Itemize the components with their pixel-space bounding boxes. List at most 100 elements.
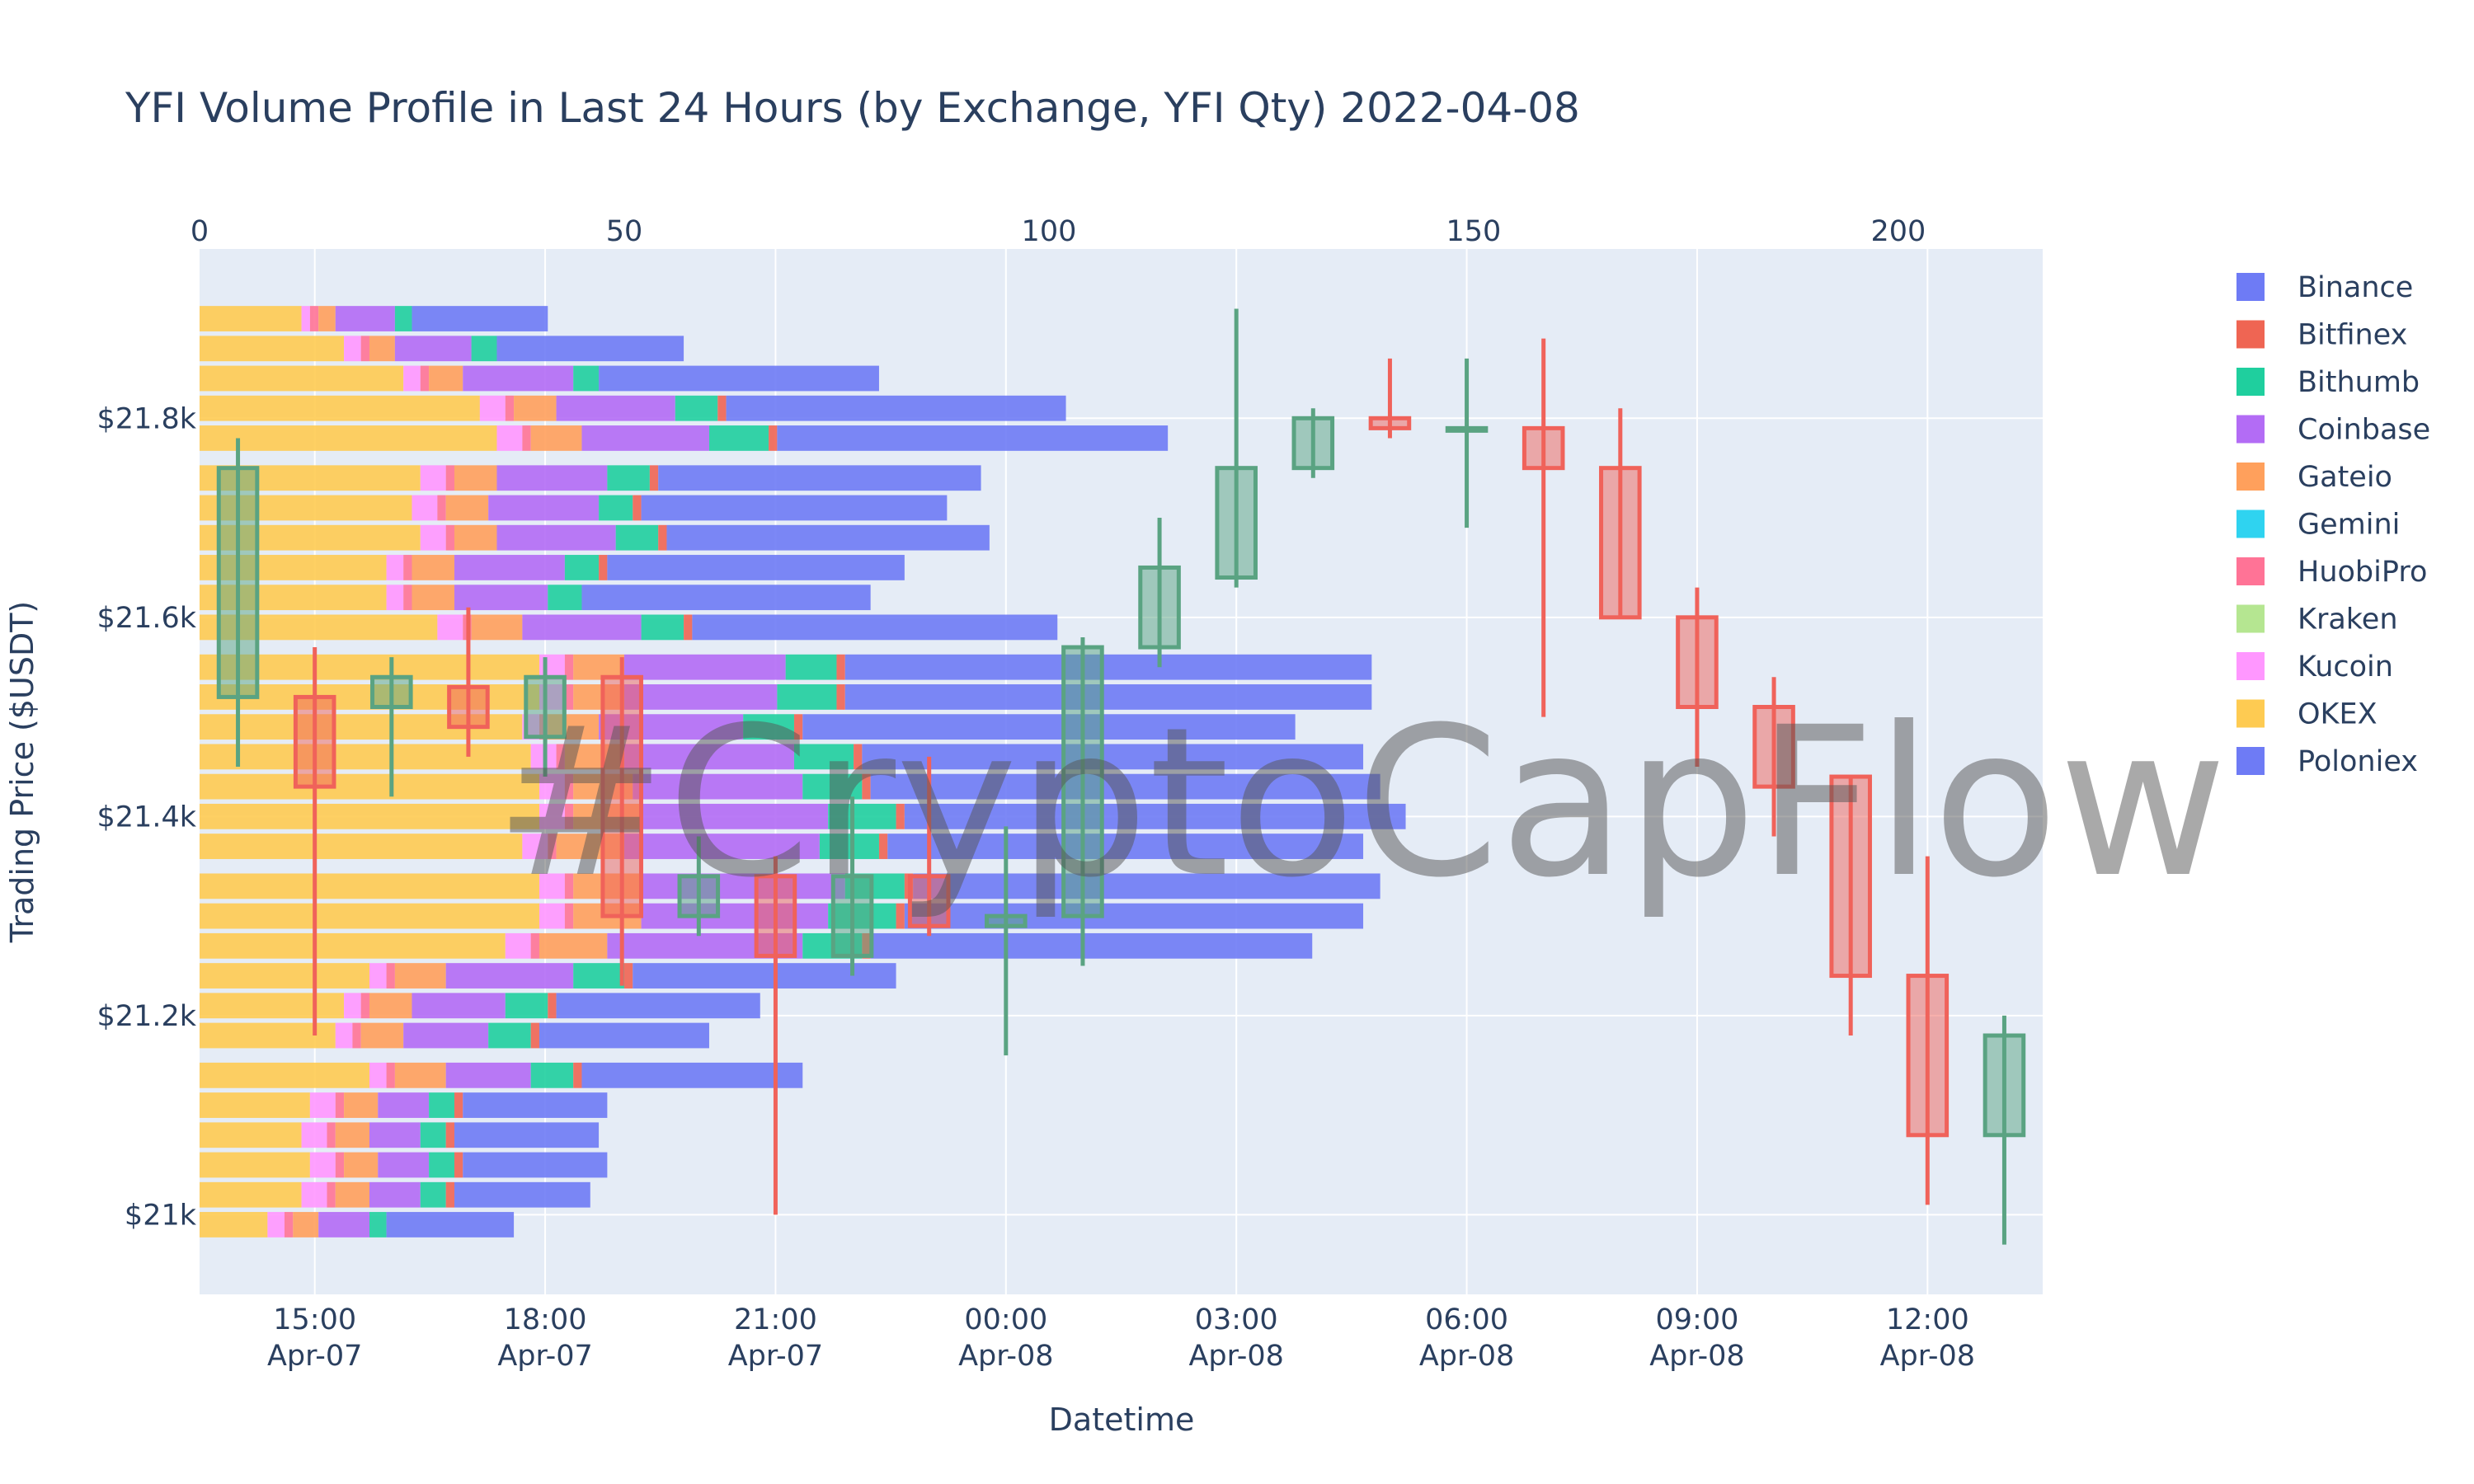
x-tick-time: 00:00: [964, 1303, 1047, 1336]
profile-bar-coinbase: [318, 1212, 369, 1237]
profile-bar-binance: [692, 614, 1058, 641]
profile-bar-okex: [200, 803, 539, 829]
profile-bar-huobipro: [335, 1152, 345, 1178]
candle-body: [1829, 774, 1872, 979]
profile-bar-okex: [200, 395, 480, 421]
profile-bar-gateio: [454, 465, 497, 491]
legend-label-gemini: Gemini: [2298, 509, 2400, 542]
profile-bar-kucoin: [309, 1152, 336, 1178]
profile-bar-kucoin: [386, 585, 404, 611]
profile-bar-bitfinex: [445, 1181, 454, 1208]
y-axis-title: Trading Price ($USDT): [4, 601, 40, 944]
profile-bar-kucoin: [522, 834, 548, 859]
profile-bar-kucoin: [369, 1062, 387, 1088]
legend-swatch-coinbase: [2236, 415, 2265, 444]
profile-bar-kucoin: [539, 873, 565, 899]
profile-bar-okex: [200, 1122, 302, 1148]
profile-bar-bithumb: [777, 684, 837, 710]
profile-bar-coinbase: [463, 365, 574, 392]
profile-bar-coinbase: [641, 873, 845, 899]
top-tick-label: 200: [1871, 215, 1926, 248]
profile-bar-bithumb: [564, 555, 600, 580]
top-axis-ticks: 0 50 100 150 200: [190, 215, 1926, 248]
profile-bar-bithumb: [793, 744, 854, 770]
profile-bar-bithumb: [488, 1022, 531, 1049]
profile-bar-bithumb: [420, 1181, 446, 1208]
volume-profile-bars: [200, 306, 1406, 1237]
profile-bar-huobipro: [505, 395, 515, 421]
profile-bar-gateio: [318, 306, 336, 331]
profile-bar-gateio: [412, 555, 454, 580]
top-tick-label: 100: [1022, 215, 1077, 248]
profile-bar-gateio: [394, 1062, 446, 1088]
profile-bar-okex: [200, 834, 523, 859]
profile-bar-kucoin: [301, 1181, 327, 1208]
profile-bar-bitfinex: [862, 773, 871, 800]
profile-bar-okex: [200, 1212, 268, 1237]
profile-bar-huobipro: [522, 425, 531, 451]
profile-bar-gateio: [369, 993, 412, 1019]
profile-bar-bitfinex: [836, 654, 845, 680]
profile-bar-gateio: [429, 365, 463, 392]
profile-bar-bithumb: [573, 963, 624, 989]
profile-bar-bitfinex: [878, 834, 888, 859]
profile-bar-coinbase: [623, 744, 794, 770]
profile-bar-bithumb: [828, 803, 896, 829]
x-tick-date: Apr-08: [1649, 1340, 1744, 1373]
profile-bar-kucoin: [479, 395, 506, 421]
profile-bar-binance: [454, 1122, 600, 1148]
profile-bar-binance: [463, 1152, 608, 1178]
profile-bar-kucoin: [301, 306, 310, 331]
candle-body: [985, 913, 1028, 928]
profile-bar-binance: [581, 1062, 803, 1088]
profile-bar-huobipro: [420, 365, 430, 392]
y-tick-label: $21.4k: [97, 801, 197, 834]
profile-bar-coinbase: [445, 963, 574, 989]
profile-bar-bithumb: [615, 524, 659, 551]
profile-bar-bithumb: [819, 834, 879, 859]
profile-bar-bithumb: [429, 1092, 454, 1118]
x-tick-date: Apr-08: [958, 1340, 1053, 1373]
profile-bar-gateio: [335, 1181, 369, 1208]
profile-bar-okex: [200, 773, 539, 800]
profile-bar-bitfinex: [530, 1022, 539, 1049]
profile-bar-kucoin: [412, 495, 438, 521]
profile-bar-binance: [496, 336, 684, 362]
profile-bar-kucoin: [267, 1212, 285, 1237]
top-tick-label: 50: [606, 215, 643, 248]
legend-swatch-okex: [2236, 699, 2265, 728]
profile-bar-bithumb: [429, 1152, 454, 1178]
plot-area: [200, 249, 2043, 1294]
profile-bar-gateio: [293, 1212, 319, 1237]
profile-bar-binance: [539, 1022, 709, 1049]
profile-bar-bitfinex: [717, 395, 727, 421]
x-tick-time: 12:00: [1886, 1303, 1969, 1336]
profile-bar-binance: [666, 524, 990, 551]
x-tick-date: Apr-07: [728, 1340, 823, 1373]
legend-label-coinbase: Coinbase: [2298, 414, 2430, 447]
profile-bar-coinbase: [412, 993, 506, 1019]
profile-bar-gateio: [539, 932, 608, 959]
profile-bar-huobipro: [437, 495, 446, 521]
profile-bar-coinbase: [335, 306, 395, 331]
profile-bar-kucoin: [496, 425, 523, 451]
profile-bar-gateio: [360, 1022, 404, 1049]
candle-body: [216, 466, 260, 699]
profile-bar-kucoin: [420, 465, 446, 491]
profile-bar-coinbase: [496, 465, 608, 491]
legend-label-poloniex: Poloniex: [2298, 745, 2418, 778]
profile-bar-binance: [904, 903, 1364, 929]
profile-bar-binance: [454, 1181, 590, 1208]
legend-swatch-bitfinex: [2236, 320, 2265, 349]
legend-swatch-poloniex: [2236, 747, 2265, 775]
profile-bar-kucoin: [309, 1092, 336, 1118]
profile-bar-kucoin: [539, 803, 565, 829]
profile-bar-bitfinex: [854, 744, 863, 770]
profile-bar-coinbase: [378, 1092, 430, 1118]
profile-bar-huobipro: [445, 524, 454, 551]
candle-body: [907, 874, 951, 928]
profile-bar-bitfinex: [793, 714, 803, 740]
profile-bar-coinbase: [445, 1062, 531, 1088]
profile-bar-huobipro: [564, 654, 574, 680]
